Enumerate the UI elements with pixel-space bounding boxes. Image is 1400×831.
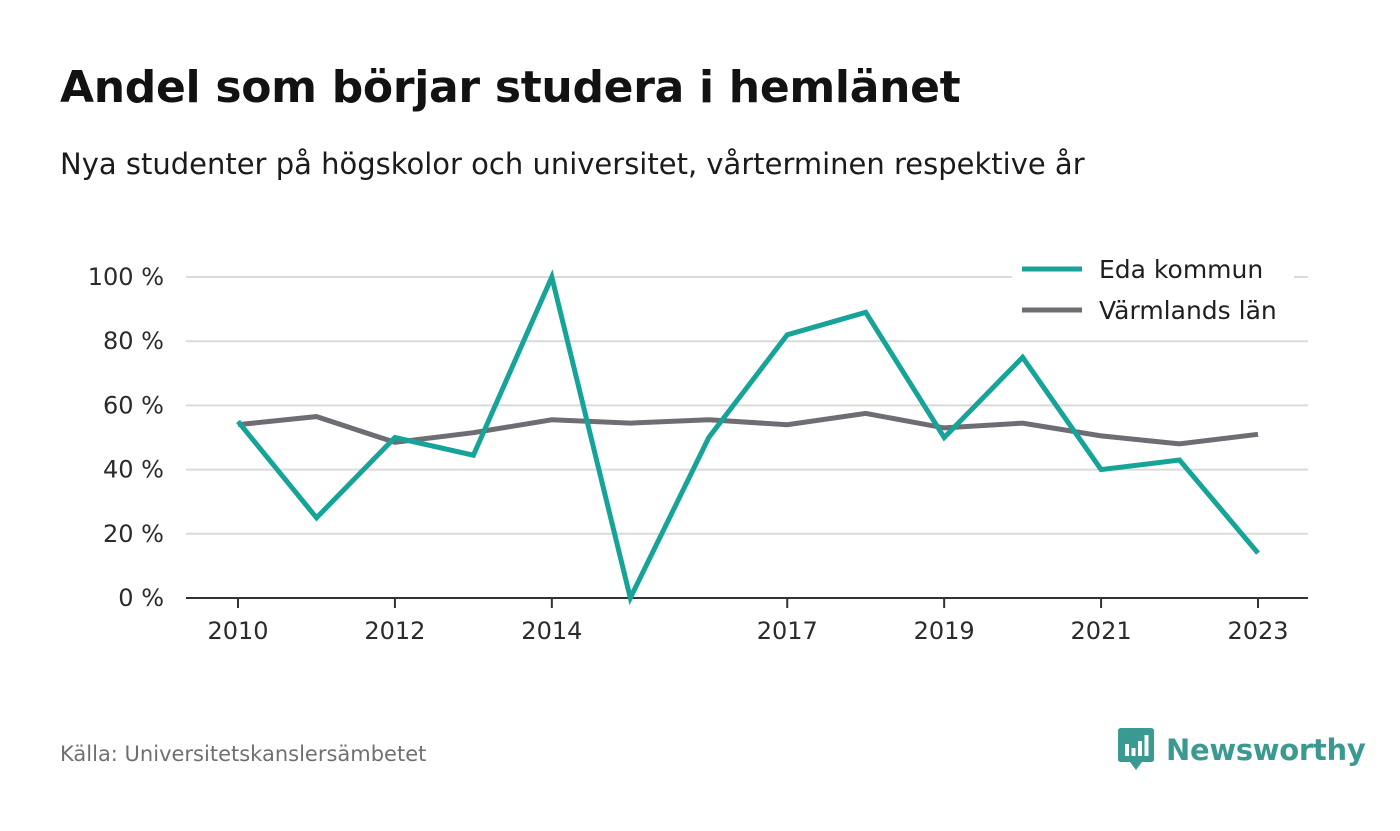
y-tick-label: 100 % xyxy=(88,263,164,291)
x-tick-label: 2017 xyxy=(757,617,818,645)
y-tick-label: 0 % xyxy=(118,584,164,612)
brand-name: Newsworthy xyxy=(1166,733,1366,767)
legend-label: Eda kommun xyxy=(1099,255,1263,284)
x-tick-label: 2021 xyxy=(1071,617,1132,645)
y-tick-label: 80 % xyxy=(103,327,164,355)
chart-title: Andel som börjar studera i hemlänet xyxy=(60,62,961,113)
source-note: Källa: Universitetskanslersämbetet xyxy=(60,742,427,766)
y-tick-label: 20 % xyxy=(103,520,164,548)
legend-label: Värmlands län xyxy=(1099,296,1277,325)
y-tick-label: 60 % xyxy=(103,391,164,419)
legend-background xyxy=(1012,252,1294,330)
x-tick-label: 2010 xyxy=(207,617,268,645)
x-tick-label: 2012 xyxy=(364,617,425,645)
brand-logo: Newsworthy xyxy=(1118,728,1366,772)
y-tick-label: 40 % xyxy=(103,456,164,484)
x-tick-label: 2023 xyxy=(1227,617,1288,645)
chart-subtitle: Nya studenter på högskolor och universit… xyxy=(60,147,1085,181)
x-tick-label: 2019 xyxy=(914,617,975,645)
series-line-eda-kommun xyxy=(236,269,1260,606)
x-tick-label: 2014 xyxy=(521,617,582,645)
newsworthy-logo-icon xyxy=(1118,728,1154,770)
